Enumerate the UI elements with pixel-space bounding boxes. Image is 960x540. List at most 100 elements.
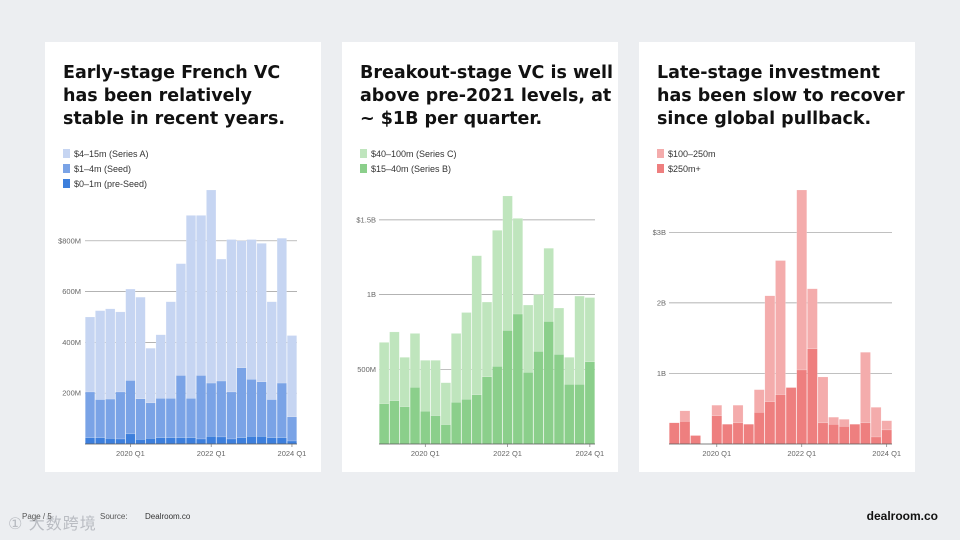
bar-segment [796, 369, 807, 445]
bar-segment [492, 366, 503, 445]
bar-segment [125, 433, 136, 445]
bar-segment [266, 437, 277, 445]
legend-swatch [657, 164, 664, 173]
bar-segment [817, 376, 829, 424]
bar-segment [807, 288, 818, 349]
chart-card-early-stage: Early-stage French VC has been relativel… [45, 42, 321, 472]
legend-swatch [360, 164, 367, 173]
bar-segment [399, 357, 410, 407]
chart-title-late-stage: Late-stage investment has been slow to r… [657, 63, 905, 129]
source-label: Source: [100, 512, 128, 521]
bar-segment [155, 334, 166, 399]
legend-item: $100–250m [657, 146, 716, 161]
legend-swatch [360, 149, 367, 158]
bar-segment [574, 384, 585, 445]
bar-segment [287, 416, 297, 442]
bar-segment [135, 296, 146, 399]
bar-segment [165, 437, 176, 445]
bar-segment [256, 243, 267, 382]
bar-segment [95, 310, 106, 400]
legend-item: $0–1m (pre-Seed) [63, 176, 149, 191]
bar-segment [115, 391, 126, 440]
bar-segment [236, 437, 247, 445]
bar-segment [186, 215, 196, 399]
bar-segment [860, 352, 871, 424]
bar-segment [266, 399, 277, 438]
bar-segment [860, 422, 871, 445]
bar-segment [206, 436, 217, 445]
bar-segment [246, 436, 257, 445]
bar-segment [175, 263, 186, 376]
bar-segment [287, 440, 297, 445]
bar-segment [553, 307, 565, 355]
bar-segment [502, 195, 513, 331]
y-tick-label: $1.5B [356, 215, 376, 224]
bar-segment [430, 415, 441, 445]
bar-segment [828, 424, 839, 445]
legend-item: $40–100m (Series C) [360, 146, 457, 161]
bar-segment [785, 387, 797, 445]
bar-segment [543, 248, 554, 322]
bar-segment [287, 335, 297, 418]
legend-swatch [63, 179, 70, 188]
bar-segment [125, 288, 136, 381]
bar-segment [276, 238, 287, 384]
bar-segment [389, 400, 400, 445]
bar-segment [574, 295, 585, 385]
bar-segment [754, 389, 765, 413]
bar-segment [196, 215, 207, 376]
bar-segment [420, 360, 431, 412]
bar-segment [379, 342, 390, 404]
bar-chart-late-stage: 1B 2B $3B 2020 Q1 2022 Q1 2024 Q1 [653, 189, 901, 458]
bar-segment [145, 438, 156, 445]
bar-segment [236, 367, 247, 438]
bar-segment [186, 437, 196, 445]
bar-segment [533, 351, 544, 445]
brand-logo: dealroom.co [866, 509, 938, 523]
bar-segment [461, 312, 472, 400]
bar-segment [186, 398, 196, 438]
bar-segment [764, 401, 776, 445]
bar-segment [256, 381, 267, 437]
source-value: Dealroom.co [145, 512, 191, 521]
bar-segment [732, 404, 744, 424]
chart-card-breakout-stage: Breakout-stage VC is well above pre-2021… [342, 42, 618, 472]
bar-chart-early-stage: 200M 400M 600M $800M 2020 Q1 2022 Q1 2024 Q1 [58, 189, 307, 458]
bar-segment [543, 321, 554, 445]
bar-segment [379, 403, 390, 445]
bar-segment [690, 435, 701, 445]
bar-segment [711, 404, 722, 416]
bar-segment [409, 333, 421, 388]
bar-segment [796, 189, 807, 371]
y-tick-label: 1B [657, 369, 666, 378]
legend-item: $1–4m (Seed) [63, 161, 149, 176]
x-tick-label: 2020 Q1 [702, 449, 731, 458]
legend-item: $250m+ [657, 161, 716, 176]
bar-segment [135, 398, 146, 440]
bar-segment [105, 398, 116, 439]
y-tick-label: 600M [62, 287, 81, 296]
bar-segment [839, 419, 850, 427]
bar-segment [881, 429, 892, 445]
bar-segment [95, 437, 106, 445]
bar-segment [711, 415, 722, 445]
bar-segment [471, 255, 482, 395]
bar-segment [196, 375, 207, 440]
bar-segment [679, 410, 691, 422]
bar-segment [451, 401, 462, 445]
legend-swatch [63, 164, 70, 173]
y-tick-label: 2B [657, 298, 666, 307]
bar-segment [196, 438, 207, 445]
x-tick-label: 2024 Q1 [872, 449, 901, 458]
bar-segment [389, 331, 400, 401]
bar-segment [828, 416, 839, 425]
bar-segment [764, 295, 776, 402]
bar-segment [115, 311, 126, 393]
bar-segment [115, 438, 126, 445]
bar-segment [276, 437, 287, 445]
x-tick-label: 2024 Q1 [278, 449, 307, 458]
bar-segment [553, 354, 565, 445]
bar-segment [226, 438, 237, 445]
x-tick-label: 2022 Q1 [493, 449, 522, 458]
watermark: ① 大数跨境 [8, 516, 97, 533]
